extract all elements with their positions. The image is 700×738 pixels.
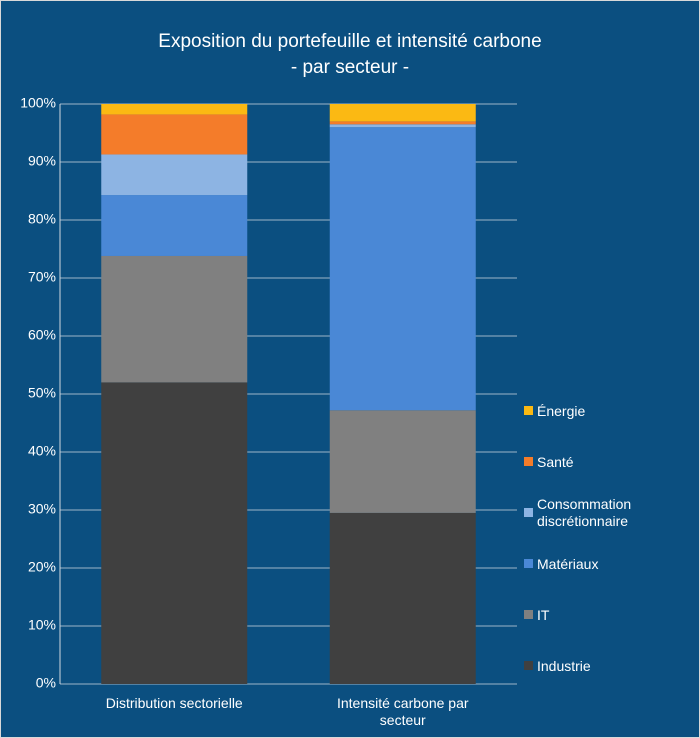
bar-segment	[101, 195, 248, 256]
legend-label: IT	[537, 606, 550, 623]
bar-segment	[329, 104, 476, 122]
legend-swatch	[524, 406, 533, 415]
y-tick-label: 90%	[28, 153, 56, 169]
bar-segment	[329, 124, 476, 128]
y-tick-label: 40%	[28, 443, 56, 459]
y-tick-label: 30%	[28, 501, 56, 517]
bar-segment	[101, 114, 248, 155]
legend-swatch	[524, 661, 533, 670]
legend-swatch	[524, 559, 533, 568]
bar-segment	[329, 410, 476, 513]
y-tick-label: 20%	[28, 559, 56, 575]
y-tick-label: 0%	[36, 675, 56, 691]
y-tick-label: 80%	[28, 211, 56, 227]
bar-segment	[101, 382, 248, 684]
y-tick-label: 100%	[20, 95, 56, 111]
legend-label: Consommation discrétionnaire	[537, 496, 632, 529]
y-tick-label: 70%	[28, 269, 56, 285]
legend-swatch	[524, 457, 533, 466]
chart-subtitle: - par secteur -	[291, 57, 409, 78]
legend-swatch	[524, 508, 533, 517]
x-tick-label: Intensité carbone par secteur	[336, 695, 469, 728]
chart-title: Exposition du portefeuille et intensité …	[158, 31, 541, 52]
legend-label: Santé	[537, 453, 574, 470]
bar-segment	[101, 255, 248, 383]
legend-swatch	[524, 610, 533, 619]
bar-segment	[329, 121, 476, 125]
y-tick-label: 50%	[28, 385, 56, 401]
legend-label: Industrie	[537, 657, 591, 674]
y-tick-label: 10%	[28, 617, 56, 633]
bar-segment	[101, 104, 248, 115]
bar-segment	[101, 154, 248, 196]
bar-segment	[329, 127, 476, 411]
x-tick-label: Distribution sectorielle	[105, 695, 243, 711]
bar-segment	[329, 512, 476, 684]
legend-label: Énergie	[537, 402, 586, 419]
legend-label: Matériaux	[537, 555, 599, 572]
y-tick-label: 60%	[28, 327, 56, 343]
